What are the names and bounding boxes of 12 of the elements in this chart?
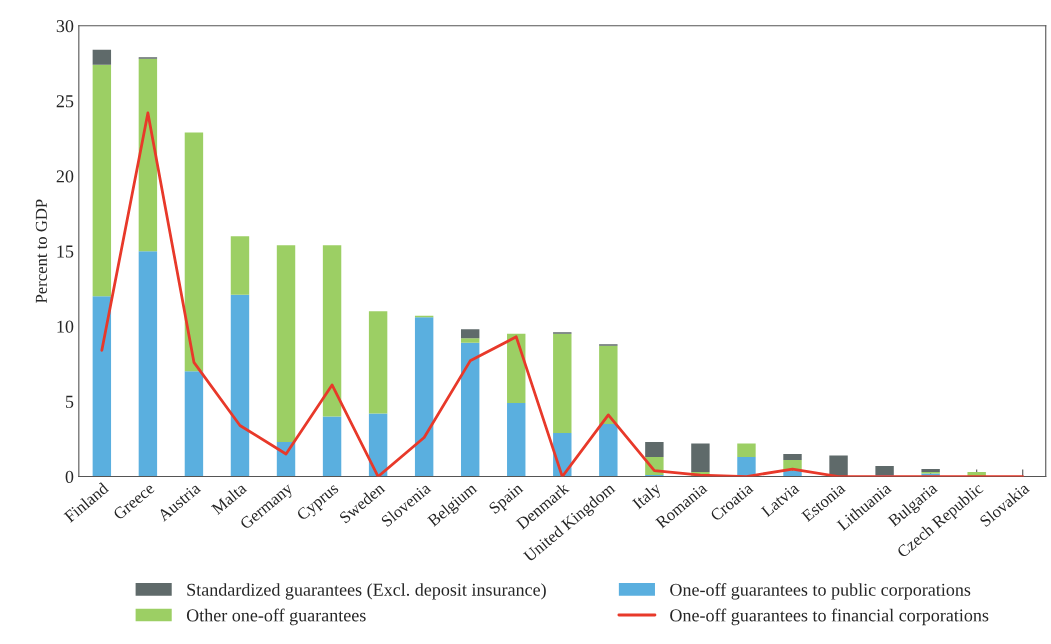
y-tick-label: 30 — [56, 20, 74, 33]
legend-label: Standardized guarantees (Excl. deposit insurance) — [187, 583, 546, 600]
y-tick-label: 25 — [56, 95, 74, 108]
legend-label: One-off guarantees to public corporations — [670, 582, 971, 600]
legend-label: Other one-off guarantees — [186, 608, 366, 626]
legend-label: One-off guarantees to financial corporations — [670, 608, 989, 626]
y-tick-label: 20 — [56, 170, 74, 183]
y-tick-label: 15 — [57, 245, 74, 258]
y-tick-label: 0 — [65, 470, 74, 483]
y-tick-label: 5 — [65, 395, 74, 408]
y-axis-title: Percent to GDP — [35, 199, 47, 303]
y-tick-label: 10 — [57, 320, 74, 333]
